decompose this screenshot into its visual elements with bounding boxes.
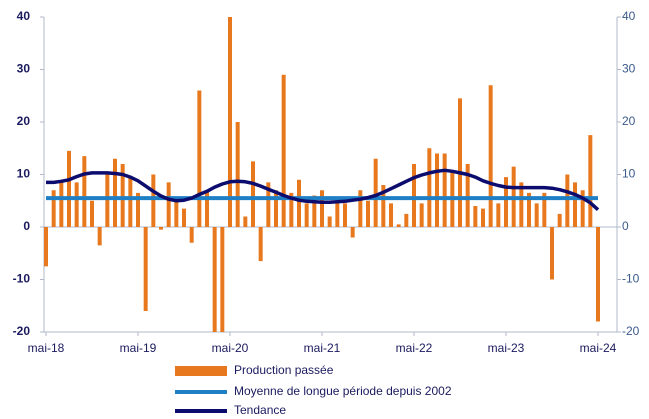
bar [534,203,539,227]
bar [481,208,485,227]
bar [488,85,493,227]
bar [550,227,554,280]
y-tick-label: -10 [13,272,31,286]
legend-label: Production passée [234,363,334,377]
bar [312,195,317,227]
bar [496,203,501,227]
bar [44,227,48,267]
bar [381,185,386,227]
x-tick-label: mai-18 [28,341,65,355]
bar [266,182,271,227]
bar [182,208,186,227]
y-tick-label: 20 [17,114,31,128]
bar [427,148,432,227]
bar [59,182,64,227]
bar [358,190,363,227]
bar [588,135,593,227]
bar [136,192,140,227]
bar [67,150,71,227]
bar [212,227,217,332]
bar [504,177,508,227]
y-tick-label: 10 [17,167,31,181]
bar [281,74,286,227]
bar [473,206,478,227]
legend-swatch [175,366,227,376]
bar [113,158,117,227]
bar [557,213,562,227]
y2-tick-label: 10 [622,167,636,181]
bar [404,213,409,227]
bar [327,216,332,227]
bar [573,182,577,227]
line [46,168,600,212]
bar [82,156,87,227]
bar [366,200,370,227]
bar [373,158,378,227]
bar [166,182,171,227]
bar [580,190,585,227]
legend-label: Moyenne de longue période depuis 2002 [234,384,452,398]
y2-tick-label: -10 [622,272,640,286]
y2-tick-label: -20 [622,324,640,338]
bar [519,182,524,227]
bar [320,190,324,227]
legend-label: Tendance [234,403,286,417]
bar [396,224,401,227]
bar [128,177,133,227]
bar [297,179,301,227]
x-tick-label: mai-22 [396,341,433,355]
bar [197,90,202,227]
bar [419,203,424,227]
bar [174,198,179,227]
bar [243,216,248,227]
bar [596,227,600,322]
bar [527,192,531,227]
bar [389,203,393,227]
bar [412,164,416,227]
y-tick-label: -20 [13,324,31,338]
bar [350,227,355,238]
bar [228,17,232,227]
x-tick-label: mai-20 [212,341,249,355]
bar [235,122,240,227]
bar [51,190,56,227]
bar [97,227,102,246]
bar [465,164,470,227]
y2-tick-label: 30 [622,62,636,76]
bar [205,190,209,227]
bar [189,227,194,243]
y-tick-label: 40 [17,9,31,23]
bar [251,161,255,227]
y-tick-label: 0 [23,219,30,233]
y-tick-label: 30 [17,62,31,76]
bar [442,153,447,227]
bar [435,153,439,227]
bar [343,203,347,227]
bar [151,174,156,227]
bar [258,227,263,262]
bar [143,227,148,311]
y2-tick-label: 40 [622,9,636,23]
bar [542,192,547,227]
y2-tick-label: 20 [622,114,636,128]
bar [220,227,225,332]
bar [90,200,94,227]
x-tick-label: mai-24 [580,341,617,355]
bar [458,98,462,227]
x-tick-label: mai-23 [488,341,525,355]
bar [274,190,278,227]
bar [159,227,163,230]
bar [74,182,79,227]
bar [335,200,340,227]
bar [289,192,294,227]
bar [565,174,570,227]
bar [120,164,125,227]
x-tick-label: mai-19 [120,341,157,355]
x-tick-label: mai-21 [304,341,341,355]
y2-tick-label: 0 [622,219,629,233]
bar [304,203,309,227]
